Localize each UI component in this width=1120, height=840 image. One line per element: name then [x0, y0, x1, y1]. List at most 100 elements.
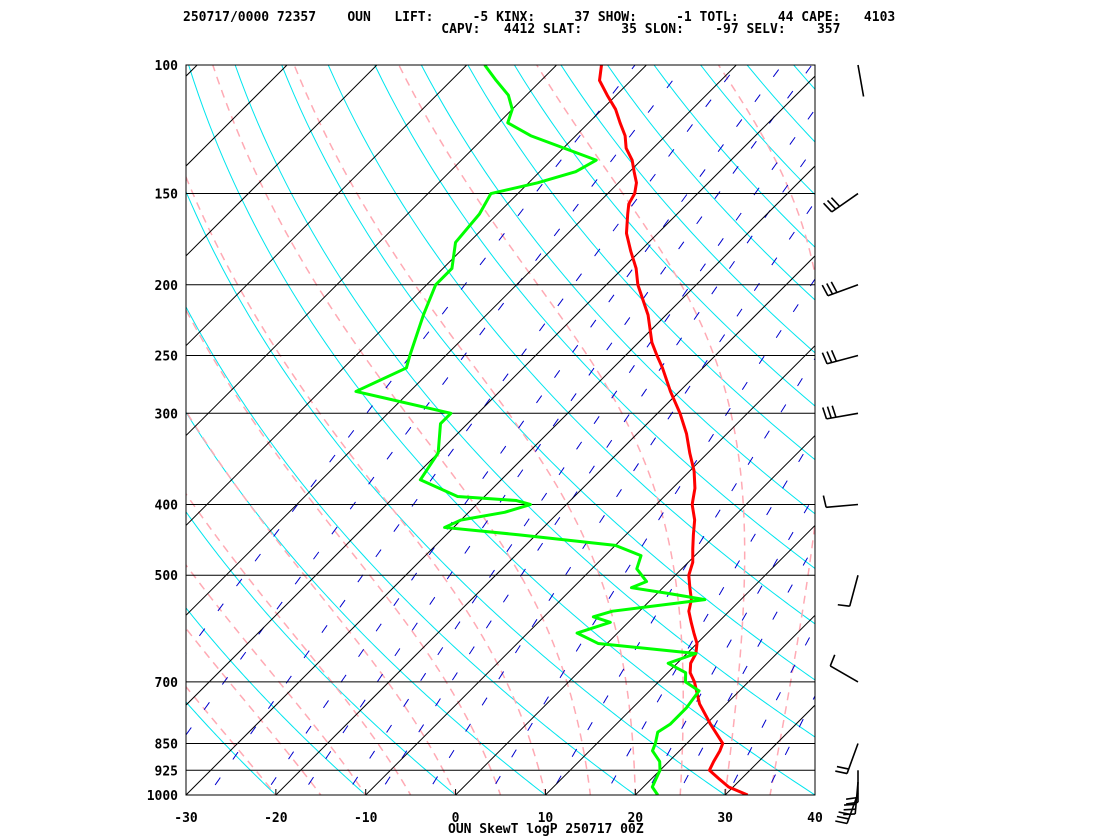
dry-adiabat: [186, 511, 457, 795]
isotherm: [186, 65, 558, 437]
moist-adiabat: [186, 492, 412, 795]
pressure-label: 150: [155, 188, 179, 203]
temperature-tick-label: 0: [452, 811, 460, 826]
temperature-tick-label: 10: [538, 811, 554, 826]
dry-adiabat: [186, 411, 547, 795]
wind-barb-flag: [826, 351, 833, 363]
wind-barb-flag: [821, 352, 828, 365]
moist-adiabat: [186, 175, 547, 795]
moist-adiabat: [186, 685, 277, 795]
dry-adiabat: [374, 65, 815, 570]
wind-barb-flag: [846, 801, 859, 805]
isotherm: [365, 345, 815, 795]
dry-adiabat: [186, 701, 277, 795]
dry-adiabat: [746, 65, 815, 143]
pressure-label: 1000: [147, 789, 178, 804]
temperature-tick-label: 30: [717, 811, 733, 826]
profiles: [354, 65, 749, 795]
wind-barb-staff: [848, 575, 859, 607]
moist-adiabat: [212, 65, 592, 795]
wind-barb-flag: [837, 603, 850, 607]
dry-adiabat: [793, 65, 815, 90]
pressure-label: 700: [155, 676, 179, 691]
isotherm: [889, 32, 1120, 811]
wind-barb-flag: [835, 770, 848, 775]
temperature-tick-label: -10: [354, 811, 378, 826]
wind-barb-flag: [821, 407, 828, 420]
pressure-label: 250: [155, 349, 179, 364]
isotherm: [0, 32, 51, 811]
dry-adiabat: [188, 65, 815, 795]
mixing-ratio-line: [549, 357, 815, 795]
mixing-ratio-line: [377, 145, 815, 795]
isotherm: [186, 65, 737, 616]
wind-barb-flag: [831, 405, 837, 418]
dry-adiabat: [327, 65, 815, 625]
isotherm: [814, 794, 815, 795]
mixing-ratio-line: [677, 543, 815, 795]
wind-barbs: [821, 64, 865, 825]
mixing-ratio-line: [301, 65, 813, 795]
wind-barb-staff: [846, 743, 859, 774]
wind-barb: [821, 281, 859, 297]
temperature-tick-label: 40: [807, 811, 823, 826]
isotherm: [186, 75, 815, 706]
wind-barb: [829, 654, 859, 683]
temperature-tick-labels: -30 -20 -10 0 10 20 30 40: [174, 789, 823, 826]
dry-adiabat: [513, 65, 815, 407]
wind-barb-flag: [836, 765, 849, 770]
mixing-ratio-line: [207, 65, 738, 795]
wind-barb-staff: [829, 665, 859, 683]
dry-adiabat: [186, 794, 187, 795]
plot-frame: [185, 64, 816, 796]
mixing-ratio-line: [345, 108, 815, 795]
dry-adiabat: [186, 305, 637, 795]
wind-barb-flag: [829, 654, 836, 667]
wind-barb-flag: [830, 281, 838, 293]
dry-adiabat: [826, 49, 1120, 811]
wind-barb-flag: [830, 197, 841, 207]
dry-adiabat: [699, 65, 815, 196]
pressure-label: 925: [155, 764, 178, 779]
dewpoint-profile: [354, 65, 707, 795]
isotherm: [186, 65, 378, 257]
mixing-ratio-line: [764, 694, 815, 795]
wind-barb-staff: [827, 284, 859, 297]
header-line-1: 250717/0000 72357 OUN LIFT: -5 KINX: 37 …: [183, 10, 896, 25]
wind-barb-flag: [822, 202, 833, 213]
background-lines: [0, 32, 1120, 811]
moist-adiabat: [717, 65, 815, 795]
isotherm: [275, 255, 815, 795]
wind-barb-flag: [822, 495, 827, 508]
mixing-ratio-line: [186, 65, 686, 736]
moist-adiabat: [814, 791, 815, 795]
wind-barb-staff: [831, 192, 859, 213]
dry-adiabat: [281, 65, 815, 681]
pressure-label: 200: [155, 279, 179, 294]
dry-adiabat: [872, 49, 1120, 811]
pressure-label: 100: [155, 59, 179, 74]
wind-barb-flag: [836, 815, 849, 820]
wind-barb-flag: [843, 808, 856, 811]
dry-adiabat: [606, 65, 815, 301]
wind-barb: [821, 349, 859, 365]
isobars: [186, 64, 815, 796]
moist-adiabat: [536, 65, 746, 795]
moist-adiabat: [398, 65, 685, 795]
dry-adiabat: [560, 65, 815, 354]
isotherm: [186, 165, 815, 795]
isotherm: [0, 32, 141, 811]
wind-barb-flag: [826, 283, 834, 295]
mixing-ratio-line: [425, 201, 815, 795]
mixing-ratio-line: [186, 65, 636, 655]
wind-barb-flag: [830, 349, 838, 362]
wind-barb: [846, 770, 859, 805]
wind-barb-flag: [835, 820, 848, 825]
wind-barb-flag: [843, 813, 856, 816]
pressure-label: 300: [155, 407, 179, 422]
isotherm: [454, 434, 815, 795]
moist-adiabat: [293, 65, 637, 795]
wind-barb: [837, 575, 859, 607]
wind-barb: [822, 495, 859, 509]
